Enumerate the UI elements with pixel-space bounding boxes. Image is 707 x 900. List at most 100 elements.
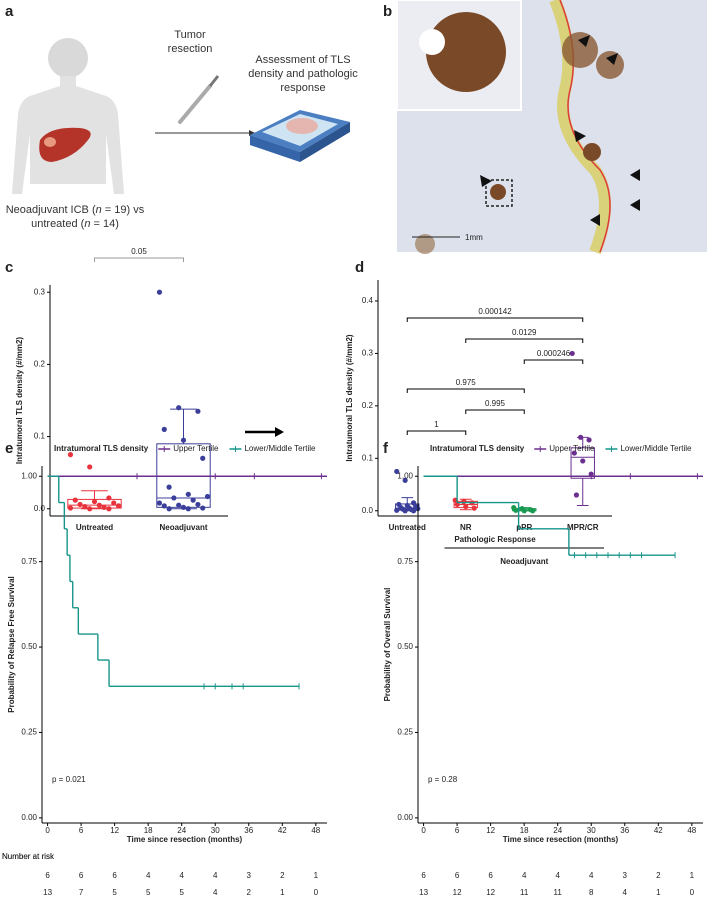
step-label: density and pathologic	[248, 68, 358, 80]
p-value: 0.0129	[512, 328, 537, 337]
risk-count: 1	[314, 871, 319, 880]
y-tick-label: 0.1	[362, 453, 374, 462]
x-tick-label: 0	[45, 826, 50, 835]
y-tick-label: 0.0	[362, 506, 374, 515]
x-tick-label: 42	[654, 826, 663, 835]
scale-label: 1mm	[465, 233, 483, 242]
point	[96, 502, 102, 508]
point	[82, 504, 88, 510]
p-value: 0.000142	[478, 307, 512, 316]
point	[67, 452, 74, 458]
risk-count: 13	[419, 888, 428, 897]
point	[410, 508, 417, 514]
risk-count: 0	[690, 888, 695, 897]
point	[402, 508, 408, 514]
y-tick-label: 1.00	[21, 471, 37, 480]
risk-count: 3	[623, 871, 628, 880]
point	[394, 507, 400, 513]
x-tick-label: Untreated	[389, 523, 426, 532]
point	[530, 508, 536, 514]
arrow-head	[275, 427, 284, 437]
risk-count: 2	[280, 871, 285, 880]
legend-label: Lower/Middle Tertile	[244, 444, 316, 453]
y-tick-label: 0.75	[397, 557, 413, 566]
y-axis-title: Probability of Overall Survival	[383, 588, 392, 702]
point	[463, 503, 469, 510]
x-tick-label: pPR	[516, 523, 532, 532]
y-tick-label: 0.25	[397, 728, 413, 737]
y-tick-label: 1.00	[397, 471, 413, 480]
risk-count: 5	[179, 888, 184, 897]
caption: Neoadjuvant ICB (n = 19) vs	[6, 204, 145, 216]
point	[176, 502, 182, 508]
point	[111, 500, 117, 506]
point	[402, 477, 408, 483]
x-tick-label: 12	[110, 826, 119, 835]
x-tick-label: 42	[278, 826, 287, 835]
risk-count: 2	[247, 888, 252, 897]
group-label: Neoadjuvant	[500, 557, 548, 566]
legend-title: Intratumoral TLS density	[430, 444, 525, 453]
point	[180, 504, 187, 510]
risk-count: 5	[146, 888, 151, 897]
p-value: 0.000246	[537, 349, 571, 358]
x-tick-label: 36	[620, 826, 629, 835]
y-axis-title: Intratumoral TLS density (#/mm2)	[345, 334, 354, 461]
y-tick-label: 0.50	[21, 642, 37, 651]
point	[101, 504, 107, 510]
panel-label: f	[383, 440, 389, 457]
x-axis-title: Time since resection (months)	[127, 835, 243, 844]
bracket	[523, 359, 584, 364]
point	[195, 501, 201, 508]
legend-label: Lower/Middle Tertile	[620, 444, 692, 453]
point	[580, 458, 586, 464]
x-tick-label: Neoadjuvant	[159, 523, 207, 532]
risk-count: 11	[554, 888, 563, 897]
point	[204, 493, 211, 500]
point	[91, 498, 98, 505]
point	[200, 455, 206, 461]
point	[67, 505, 74, 511]
legend-label: Upper Tertile	[549, 444, 595, 453]
point	[161, 426, 167, 432]
point	[185, 491, 191, 497]
risk-count: 4	[623, 888, 628, 897]
step-label: Tumor	[174, 29, 206, 41]
x-tick-label: Untreated	[76, 523, 113, 532]
point	[171, 495, 177, 501]
y-tick-label: 0.0	[34, 504, 46, 513]
panel-label: d	[355, 259, 364, 276]
y-axis-title: Probability of Relapse Free Survival	[7, 576, 16, 713]
point	[461, 499, 467, 505]
point	[578, 434, 584, 440]
x-tick-label: 0	[421, 826, 426, 835]
y-tick-label: 0.2	[362, 401, 374, 410]
risk-count: 4	[213, 871, 218, 880]
y-tick-label: 0.50	[397, 642, 413, 651]
x-tick-label: 48	[687, 826, 696, 835]
bracket	[406, 430, 467, 435]
y-tick-label: 0.00	[21, 813, 37, 822]
p-value: 0.05	[131, 247, 147, 256]
risk-title: Number at risk	[2, 852, 55, 861]
panel-label: b	[383, 3, 392, 20]
point	[394, 468, 400, 475]
y-tick-label: 0.3	[34, 287, 46, 296]
caption: untreated (n = 14)	[31, 218, 119, 230]
point	[161, 503, 167, 509]
x-axis-title: Time since resection (months)	[503, 835, 619, 844]
legend-label: Upper Tertile	[173, 444, 219, 453]
x-tick-label: 30	[211, 826, 220, 835]
step-label: Assessment of TLS	[255, 54, 350, 66]
bracket	[406, 388, 525, 393]
risk-count: 6	[421, 871, 426, 880]
x-tick-label: 36	[244, 826, 253, 835]
y-tick-label: 0.3	[362, 349, 374, 358]
risk-count: 1	[656, 888, 661, 897]
p-value: 0.975	[456, 378, 477, 387]
y-tick-label: 0.2	[34, 360, 46, 369]
illustration	[12, 38, 350, 194]
bracket	[94, 257, 184, 262]
y-axis-title: Intratumoral TLS density (#/mm2)	[15, 337, 24, 464]
